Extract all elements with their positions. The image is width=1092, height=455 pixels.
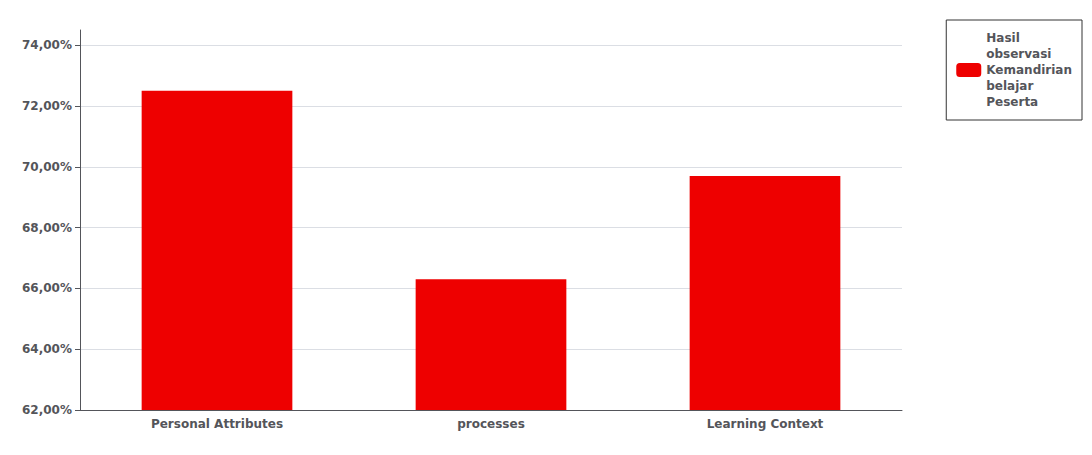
- svg-text:68,00%: 68,00%: [22, 221, 72, 235]
- svg-text:74,00%: 74,00%: [22, 38, 72, 52]
- svg-text:Personal Attributes: Personal Attributes: [151, 417, 283, 431]
- svg-text:belajar: belajar: [986, 79, 1033, 93]
- svg-text:62,00%: 62,00%: [22, 403, 72, 417]
- svg-text:Learning Context: Learning Context: [707, 417, 824, 431]
- svg-text:66,00%: 66,00%: [22, 281, 72, 295]
- svg-text:Kemandirian: Kemandirian: [986, 63, 1072, 77]
- svg-text:Hasil: Hasil: [986, 31, 1020, 45]
- svg-text:observasi: observasi: [986, 47, 1051, 61]
- svg-text:Peserta: Peserta: [986, 95, 1038, 109]
- svg-text:70,00%: 70,00%: [22, 160, 72, 174]
- svg-text:processes: processes: [457, 417, 525, 431]
- svg-text:64,00%: 64,00%: [22, 342, 72, 356]
- svg-text:72,00%: 72,00%: [22, 99, 72, 113]
